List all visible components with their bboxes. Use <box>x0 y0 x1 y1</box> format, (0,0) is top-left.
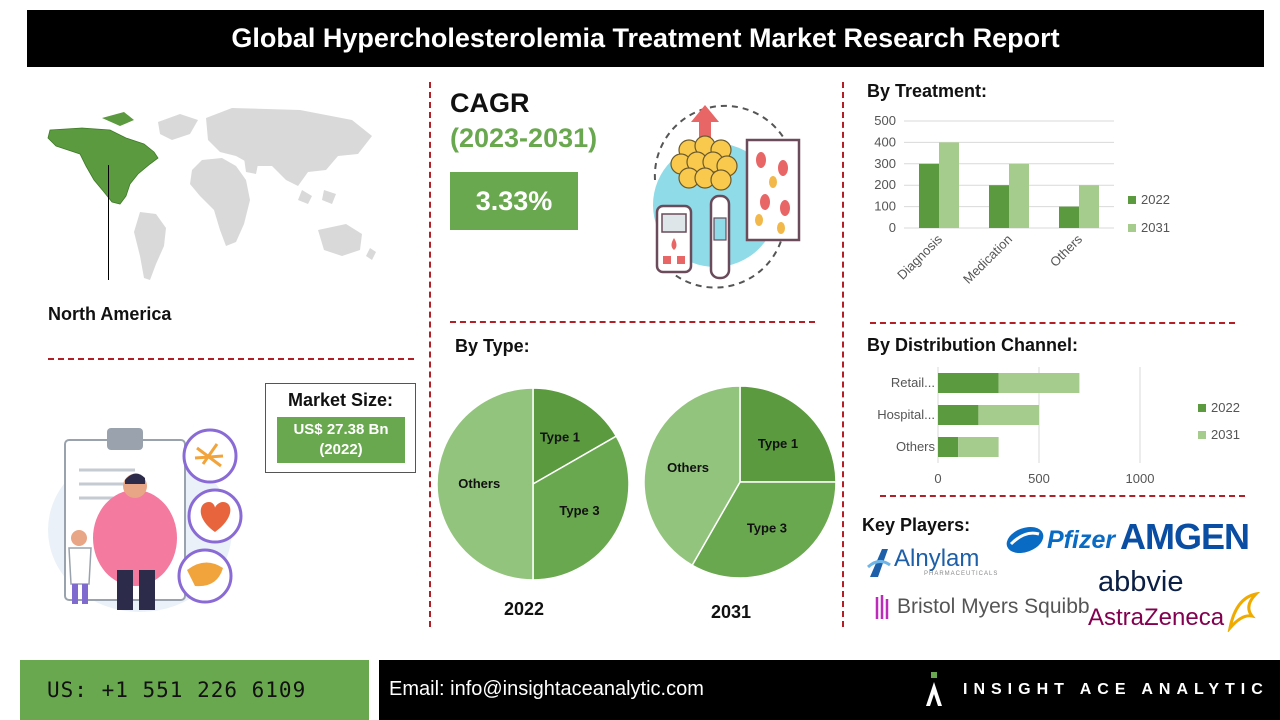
footer-bar: Email: info@insightaceanalytic.com INSIG… <box>379 660 1280 720</box>
patient-illustration <box>48 428 243 612</box>
north-america-region <box>47 127 159 205</box>
market-size-value: US$ 27.38 Bn (2022) <box>277 417 405 463</box>
pie-label: Type 1 <box>540 429 580 444</box>
legend-swatch-2022 <box>1198 404 1206 412</box>
divider-left <box>429 82 431 627</box>
type-pie-charts: Type 1 Type 3 Others 2022 Type 1 Type 3 Others… <box>436 385 837 622</box>
world-map <box>47 108 376 280</box>
by-type-heading: By Type: <box>455 336 530 356</box>
pie-slice-type-3 <box>532 435 630 581</box>
logo-amgen: AMGEN <box>1120 516 1250 557</box>
logo-alnylam: Alnylam PHARMACEUTICALS <box>866 545 998 579</box>
logo-pfizer: Pfizer <box>1005 522 1115 558</box>
page-title: Global Hypercholesterolemia Treatment Ma… <box>27 10 1264 67</box>
pie-label: Type 3 <box>559 503 599 518</box>
bar-diagnosis-2022 <box>919 163 939 228</box>
pie-slice-others <box>643 385 741 567</box>
legend-label: 2022 <box>1141 192 1170 207</box>
treatment-bar-chart: 0 100 200 300 400 500 Diagnosis Medication Other… <box>874 113 1170 287</box>
bar-channel-1-2022 <box>938 405 979 425</box>
logo-astrazeneca-text: AstraZeneca <box>1088 604 1225 631</box>
x-tick-label: 0 <box>934 471 941 486</box>
logo-astrazeneca: AstraZeneca <box>1088 592 1261 632</box>
key-players-heading: Key Players: <box>862 515 971 535</box>
legend-label: 2022 <box>1211 400 1240 415</box>
y-tick-label: 500 <box>874 113 896 128</box>
x-tick-label: Diagnosis <box>894 231 945 282</box>
divider-right <box>842 82 844 627</box>
by-treatment-heading: By Treatment: <box>867 81 988 101</box>
map-pointer-line <box>108 165 109 280</box>
logo-alnylam-text: Alnylam <box>894 545 980 572</box>
legend-label: 2031 <box>1211 427 1240 442</box>
y-tick-label: 100 <box>874 199 896 214</box>
market-size-box: Market Size: US$ 27.38 Bn (2022) <box>265 383 416 473</box>
logo-bms: Bristol Myers Squibb <box>874 593 1090 621</box>
bar-diagnosis-2031 <box>939 142 959 228</box>
market-size-label: Market Size: <box>287 390 394 410</box>
x-tick-label: 1000 <box>1126 471 1155 486</box>
bar-others-2031 <box>1079 185 1099 228</box>
divider-cagr <box>450 321 815 323</box>
bar-channel-1-2031 <box>978 405 1039 425</box>
pie-slice-type-1 <box>739 385 837 483</box>
legend-label: 2031 <box>1141 220 1170 235</box>
footer-brand: INSIGHT ACE ANALYTIC <box>963 681 1269 698</box>
pie-slice-type-3 <box>691 481 837 579</box>
bar-others-2022 <box>1059 206 1079 228</box>
pfizer-pill-icon <box>1006 526 1044 554</box>
y-tick-label: Hospital... <box>877 407 935 422</box>
bar-medication-2031 <box>1009 163 1029 228</box>
market-size-year: (2022) <box>319 441 363 458</box>
pie-label: Type 3 <box>747 521 787 536</box>
legend-swatch-2031 <box>1128 224 1136 232</box>
cagr-value: 3.33% <box>450 172 578 230</box>
cagr-title: CAGR <box>450 88 530 118</box>
divider-map <box>48 358 414 360</box>
alnylam-swirl-icon <box>866 549 891 577</box>
bar-channel-0-2022 <box>938 373 999 393</box>
pie-label: Others <box>458 476 500 491</box>
pie-year-label: 2022 <box>504 599 544 619</box>
footer-email[interactable]: Email: info@insightaceanalytic.com <box>389 678 704 700</box>
pie-label: Others <box>667 460 709 475</box>
by-distribution-heading: By Distribution Channel: <box>867 335 1078 355</box>
pie-slice-others <box>436 387 534 581</box>
medical-illustration <box>653 104 801 289</box>
brand-logo-icon <box>926 672 942 706</box>
divider-treatment <box>870 322 1235 324</box>
bar-medication-2022 <box>989 185 1009 228</box>
bar-channel-2-2022 <box>938 437 959 457</box>
logo-bms-text: Bristol Myers Squibb <box>897 595 1090 618</box>
distribution-bar-chart: 0 500 1000 Retail... Hospital... Others 2022 20… <box>877 367 1240 486</box>
y-tick-label: 200 <box>874 177 896 192</box>
bar-channel-2-2031 <box>958 437 999 457</box>
y-tick-label: Retail... <box>891 375 935 390</box>
legend-swatch-2022 <box>1128 196 1136 204</box>
logo-pfizer-text: Pfizer <box>1047 525 1116 554</box>
market-size-amount: US$ 27.38 Bn <box>293 421 389 438</box>
x-tick-label: Medication <box>960 232 1015 287</box>
logo-abbvie: abbvie <box>1098 566 1184 598</box>
pie-label: Type 1 <box>758 436 798 451</box>
cagr-years: (2023-2031) <box>450 123 598 153</box>
bar-channel-0-2031 <box>998 373 1080 393</box>
logo-alnylam-subtext: PHARMACEUTICALS <box>924 571 999 577</box>
y-tick-label: 0 <box>889 220 896 235</box>
x-tick-label: 500 <box>1028 471 1050 486</box>
y-tick-label: 300 <box>874 156 896 171</box>
pie-slice-type-1 <box>532 387 618 486</box>
x-tick-label: Others <box>1047 231 1086 270</box>
footer-phone[interactable]: US: +1 551 226 6109 <box>20 660 369 720</box>
bms-icon <box>875 595 889 619</box>
y-tick-label: Others <box>896 439 936 454</box>
legend-swatch-2031 <box>1198 431 1206 439</box>
pie-year-label: 2031 <box>711 602 751 622</box>
region-label: North America <box>48 304 172 324</box>
divider-distribution <box>880 495 1245 497</box>
continents-gray <box>134 108 376 280</box>
astrazeneca-swirl-icon <box>1227 592 1261 632</box>
y-tick-label: 400 <box>874 134 896 149</box>
